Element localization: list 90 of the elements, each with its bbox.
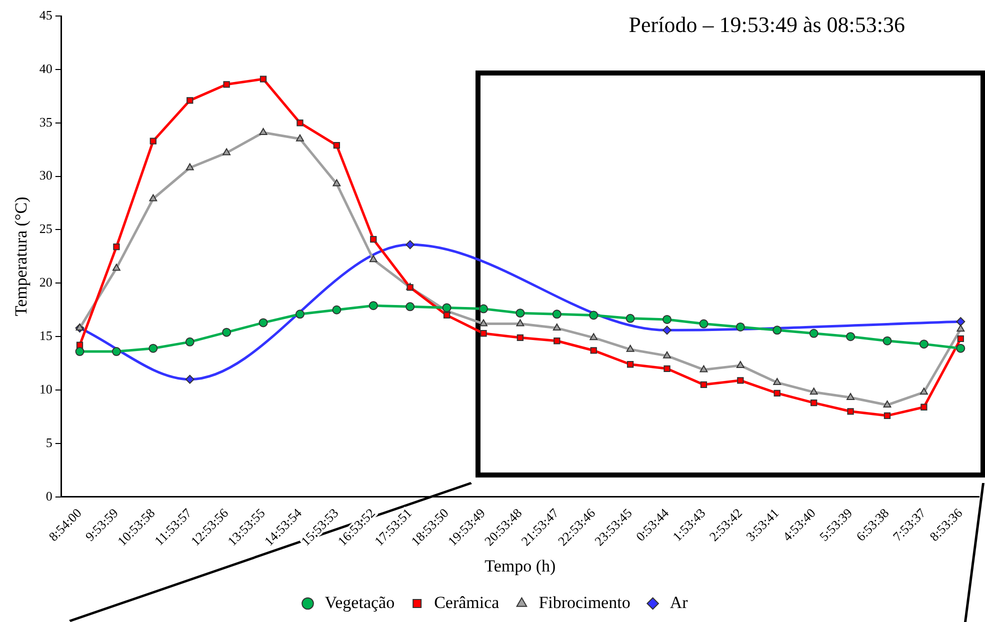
- point: [626, 361, 634, 368]
- legend-label: Fibrocimento: [538, 592, 630, 612]
- point: [737, 377, 744, 384]
- point: [370, 236, 377, 243]
- legend-label: Vegetação: [324, 592, 395, 612]
- point: [295, 310, 304, 319]
- point: [589, 310, 598, 320]
- point: [847, 408, 854, 415]
- y-tick-label: 15: [39, 328, 52, 344]
- point: [699, 319, 708, 328]
- point: [882, 336, 892, 346]
- point: [260, 76, 267, 82]
- point: [626, 314, 635, 323]
- point: [480, 319, 488, 326]
- point: [185, 337, 194, 346]
- point: [772, 326, 782, 335]
- y-tick-label: 30: [39, 168, 52, 183]
- y-tick-label: 5: [46, 434, 52, 450]
- point: [222, 148, 231, 156]
- point: [296, 134, 304, 142]
- point: [185, 374, 194, 384]
- point: [846, 332, 856, 342]
- point: [516, 334, 524, 341]
- point: [406, 302, 415, 312]
- point: [113, 243, 120, 250]
- point: [736, 360, 744, 368]
- x-axis-title: Tempo (h): [484, 556, 556, 576]
- point: [663, 351, 671, 358]
- point: [700, 365, 708, 372]
- point: [333, 142, 340, 149]
- point: [810, 388, 818, 395]
- point: [223, 81, 230, 88]
- y-tick-label: 10: [39, 381, 52, 396]
- point: [736, 322, 745, 332]
- point: [957, 335, 964, 342]
- point: [443, 312, 450, 319]
- point: [406, 240, 415, 250]
- point: [296, 120, 304, 126]
- point: [480, 330, 487, 337]
- point: [222, 328, 232, 337]
- point: [554, 338, 560, 344]
- y-tick-label: 0: [46, 488, 52, 504]
- point: [258, 318, 268, 328]
- point: [846, 393, 854, 400]
- point: [626, 344, 634, 352]
- point: [920, 404, 928, 410]
- point: [148, 344, 158, 353]
- point: [700, 381, 708, 388]
- point: [590, 347, 597, 354]
- point: [368, 301, 378, 310]
- point: [662, 314, 672, 324]
- y-axis-title: Temperatura (°C): [12, 196, 31, 316]
- point: [478, 304, 488, 314]
- point: [919, 340, 928, 349]
- point: [664, 365, 670, 372]
- point: [552, 324, 561, 331]
- y-tick-label: 20: [39, 274, 52, 290]
- point: [516, 308, 525, 318]
- point: [956, 317, 966, 326]
- y-tick-label: 40: [39, 60, 52, 76]
- point: [920, 388, 928, 395]
- point: [662, 326, 672, 335]
- point: [552, 310, 562, 319]
- legend-label: Ar: [670, 592, 688, 612]
- point: [149, 194, 158, 202]
- y-tick-label: 35: [39, 114, 52, 130]
- point: [259, 128, 268, 135]
- point: [884, 412, 891, 419]
- point: [186, 97, 194, 104]
- point: [773, 378, 782, 386]
- point: [883, 400, 892, 408]
- chart-title: Período – 19:53:49 às 08:53:36: [628, 12, 905, 37]
- point: [332, 179, 341, 186]
- point: [369, 255, 378, 262]
- point: [810, 400, 818, 406]
- point: [332, 305, 342, 314]
- point: [956, 344, 966, 353]
- point: [809, 328, 818, 338]
- point: [590, 333, 598, 340]
- point: [112, 347, 121, 356]
- point: [774, 390, 780, 397]
- point: [186, 163, 194, 170]
- point: [112, 264, 120, 271]
- point: [516, 319, 524, 326]
- point: [150, 138, 156, 144]
- point: [956, 324, 965, 332]
- y-tick-label: 25: [39, 221, 52, 236]
- point: [75, 347, 84, 356]
- y-tick-label: 45: [39, 7, 52, 22]
- legend-label: Cerâmica: [434, 592, 500, 612]
